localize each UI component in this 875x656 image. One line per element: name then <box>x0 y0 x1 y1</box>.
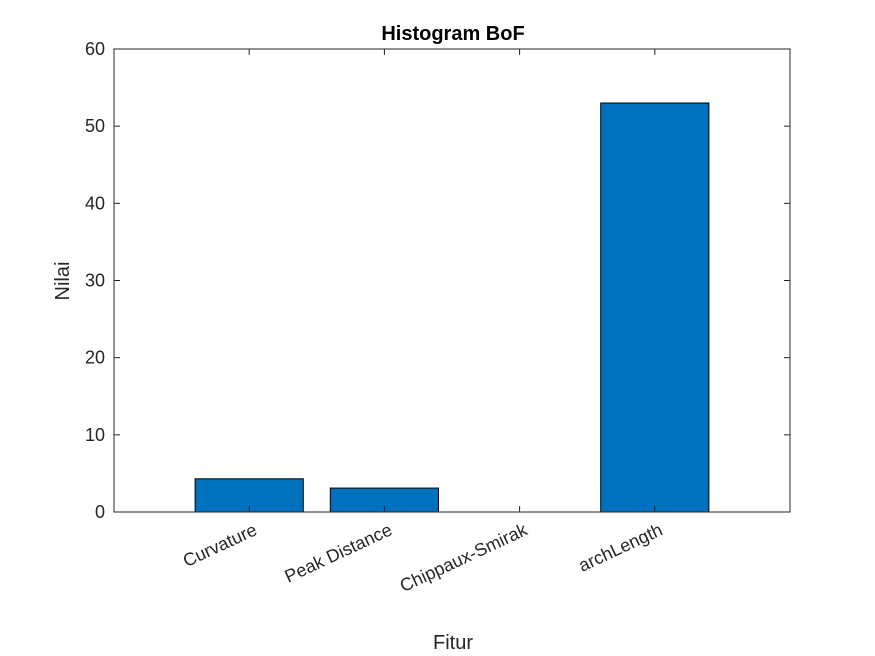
bar-archlength <box>600 102 710 513</box>
y-tick-label: 10 <box>85 425 105 445</box>
y-tick-label: 60 <box>85 39 105 59</box>
chart-title: Histogram BoF <box>381 23 524 45</box>
y-tick-label: 50 <box>85 116 105 136</box>
y-ticks: 0 10 20 30 40 50 60 <box>85 39 790 522</box>
y-tick-label: 40 <box>85 193 105 213</box>
y-tick-label: 30 <box>85 271 105 291</box>
y-tick-label: 20 <box>85 348 105 368</box>
y-axis-label: Nilai <box>52 262 74 301</box>
x-axis-label: Fitur <box>433 632 473 654</box>
bars-layer <box>194 102 710 513</box>
y-tick-label: 0 <box>95 502 105 522</box>
